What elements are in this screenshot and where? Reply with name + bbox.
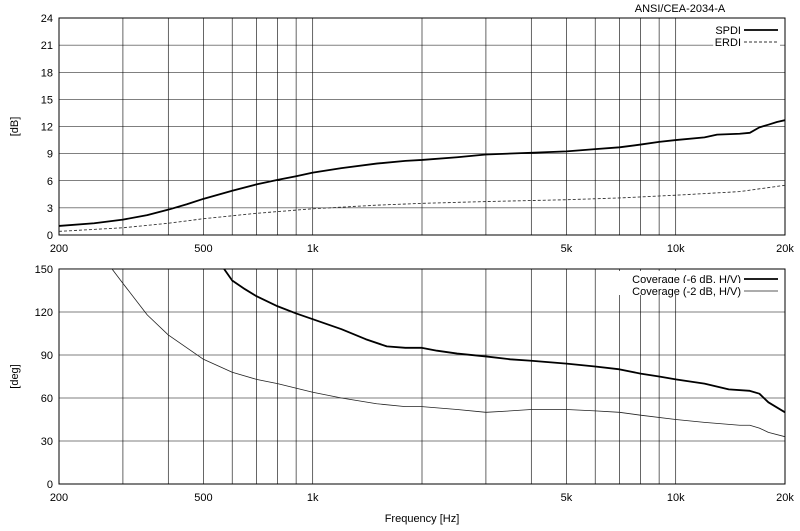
y-tick-label: 9 — [47, 149, 53, 161]
legend-label: Coverage (-2 dB, H/V) — [632, 286, 741, 298]
x-tick-label: 500 — [194, 492, 212, 504]
y-tick-label: 21 — [41, 40, 53, 52]
y-tick-label: 90 — [41, 350, 53, 362]
series-line-2 — [59, 184, 785, 232]
y-tick-label: 120 — [35, 307, 53, 319]
y-tick-label: 24 — [41, 13, 53, 25]
legend-background — [713, 34, 780, 46]
x-tick-label: 20k — [776, 492, 794, 504]
legend-label: ERDI — [715, 37, 741, 49]
x-tick-label: 10k — [667, 492, 685, 504]
y-tick-label: 0 — [47, 479, 53, 491]
series-line-2 — [59, 269, 785, 438]
y-tick-label: 12 — [41, 122, 53, 134]
x-tick-label: 20k — [776, 243, 794, 255]
x-tick-label: 1k — [307, 492, 319, 504]
y-axis-label: [deg] — [9, 364, 21, 388]
y-tick-label: 3 — [47, 203, 53, 215]
x-tick-label: 10k — [667, 243, 685, 255]
series-line-1 — [59, 119, 785, 227]
x-axis-label: Frequency [Hz] — [385, 513, 460, 525]
legend-background — [607, 283, 780, 295]
y-tick-label: 18 — [41, 67, 53, 79]
x-tick-label: 1k — [307, 243, 319, 255]
x-tick-label: 5k — [561, 492, 573, 504]
x-tick-label: 5k — [561, 243, 573, 255]
y-tick-label: 30 — [41, 436, 53, 448]
coverage-chart-panel: 0 30 60 90 120 150 200 500 1k 5k 10k 20k [deg] Freque… — [9, 264, 794, 525]
series-line-1 — [223, 269, 785, 414]
spl-chart-panel: 0 3 6 9 12 15 18 21 24 200 500 1k 5k 10k 20k [dB] ANSI/C… — [9, 3, 794, 255]
legend-background — [607, 271, 780, 283]
chart-title: ANSI/CEA-2034-A — [635, 3, 726, 15]
legend-background — [713, 22, 780, 34]
y-tick-label: 150 — [35, 264, 53, 276]
x-tick-label: 200 — [50, 243, 68, 255]
y-tick-label: 15 — [41, 94, 53, 106]
x-tick-label: 200 — [50, 492, 68, 504]
x-tick-label: 500 — [194, 243, 212, 255]
y-tick-label: 60 — [41, 393, 53, 405]
y-tick-label: 6 — [47, 176, 53, 188]
y-tick-label: 0 — [47, 230, 53, 242]
y-axis-label: [dB] — [9, 117, 21, 137]
